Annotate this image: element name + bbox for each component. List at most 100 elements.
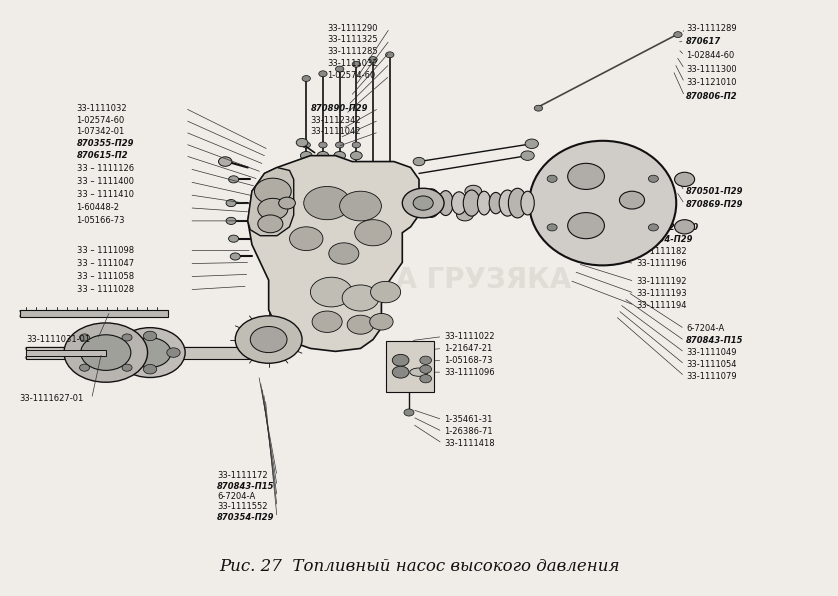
Text: 870843-П15: 870843-П15 <box>686 336 744 345</box>
Circle shape <box>290 227 323 250</box>
Text: 33-1111172: 33-1111172 <box>217 471 267 480</box>
Polygon shape <box>248 156 419 352</box>
Ellipse shape <box>422 189 441 218</box>
Text: 33 – 1111410: 33 – 1111410 <box>76 190 133 199</box>
Circle shape <box>258 198 288 220</box>
Circle shape <box>279 197 295 209</box>
Circle shape <box>226 218 236 225</box>
Circle shape <box>674 32 682 38</box>
Ellipse shape <box>489 193 503 214</box>
Text: 6-7204-А: 6-7204-А <box>217 492 255 501</box>
Text: 33 – 1111047: 33 – 1111047 <box>76 259 134 268</box>
Circle shape <box>567 213 604 238</box>
Bar <box>385 342 434 392</box>
Circle shape <box>143 364 157 374</box>
Circle shape <box>413 157 425 166</box>
Text: 1-07342-01: 1-07342-01 <box>76 128 125 136</box>
Circle shape <box>342 285 379 311</box>
Circle shape <box>352 142 360 148</box>
Text: 33-1111054: 33-1111054 <box>686 360 737 369</box>
Text: 33-1111193: 33-1111193 <box>636 288 687 298</box>
Text: 6-7204-А: 6-7204-А <box>686 324 725 333</box>
Circle shape <box>369 57 377 63</box>
Circle shape <box>392 366 409 378</box>
Circle shape <box>300 151 312 160</box>
Text: 1-60448-2: 1-60448-2 <box>76 203 120 212</box>
Circle shape <box>120 348 133 358</box>
Circle shape <box>385 52 394 58</box>
Text: 33 – 1111400: 33 – 1111400 <box>76 177 133 186</box>
Text: 870615-П2: 870615-П2 <box>76 151 128 160</box>
Circle shape <box>370 313 393 330</box>
Text: 33-1111079: 33-1111079 <box>686 372 737 381</box>
Bar <box>27 350 106 356</box>
Text: 33-1111096: 33-1111096 <box>444 368 494 377</box>
Circle shape <box>229 176 239 183</box>
Text: 870354-П29: 870354-П29 <box>217 513 274 522</box>
Text: 33-1111285: 33-1111285 <box>327 47 378 56</box>
Circle shape <box>302 142 310 148</box>
Circle shape <box>370 281 401 303</box>
Circle shape <box>392 355 409 366</box>
Circle shape <box>547 224 557 231</box>
Text: 33-1111325: 33-1111325 <box>327 35 378 45</box>
Text: Рис. 27  Топливный насос высокого давления: Рис. 27 Топливный насос высокого давлени… <box>219 558 619 575</box>
Circle shape <box>296 138 308 147</box>
Circle shape <box>122 364 132 371</box>
Ellipse shape <box>521 191 535 215</box>
Text: 33-1111032: 33-1111032 <box>76 104 127 113</box>
Text: 33 – 1111098: 33 – 1111098 <box>76 246 134 255</box>
Circle shape <box>339 191 381 221</box>
Circle shape <box>167 348 180 358</box>
Text: 33 – 1111126: 33 – 1111126 <box>76 164 134 173</box>
Text: 33-1111042: 33-1111042 <box>310 128 361 136</box>
Text: 870806-П2: 870806-П2 <box>686 92 738 101</box>
Circle shape <box>318 71 327 77</box>
Text: 1-02574-60: 1-02574-60 <box>327 71 375 80</box>
Circle shape <box>335 142 344 148</box>
Circle shape <box>226 200 236 207</box>
Circle shape <box>115 328 185 377</box>
Circle shape <box>334 151 345 160</box>
Text: 1-35461-31: 1-35461-31 <box>444 415 493 424</box>
Text: 33-1121010: 33-1121010 <box>686 78 737 87</box>
Ellipse shape <box>530 141 676 265</box>
Circle shape <box>675 220 695 234</box>
Text: 33-1111196: 33-1111196 <box>636 259 687 268</box>
Circle shape <box>328 243 359 264</box>
Text: 33-1111552: 33-1111552 <box>217 502 267 511</box>
Text: 33-1111031-01: 33-1111031-01 <box>27 335 91 344</box>
Text: 870617: 870617 <box>686 37 722 46</box>
Circle shape <box>465 185 482 197</box>
Circle shape <box>675 172 695 187</box>
Text: 1-02574-60: 1-02574-60 <box>76 116 125 125</box>
Polygon shape <box>248 167 293 235</box>
Circle shape <box>420 365 432 373</box>
Circle shape <box>347 315 374 334</box>
Ellipse shape <box>452 192 467 215</box>
Ellipse shape <box>598 170 623 235</box>
Circle shape <box>229 235 239 242</box>
Circle shape <box>251 327 287 353</box>
Circle shape <box>310 277 352 307</box>
Text: 33-1111194: 33-1111194 <box>636 300 686 309</box>
Circle shape <box>413 196 433 210</box>
Circle shape <box>404 409 414 416</box>
Ellipse shape <box>478 191 491 215</box>
Circle shape <box>547 175 557 182</box>
Circle shape <box>530 198 545 209</box>
Circle shape <box>525 139 539 148</box>
Circle shape <box>317 151 328 160</box>
Text: 33-1111289: 33-1111289 <box>686 24 737 33</box>
Text: 33-1111032: 33-1111032 <box>327 59 378 68</box>
Text: 1-21647-21: 1-21647-21 <box>444 344 492 353</box>
Text: 870354-П29: 870354-П29 <box>636 235 694 244</box>
Text: 33-1111627-01: 33-1111627-01 <box>20 395 84 403</box>
Text: ПЛАНЕТА ГРУЗЯКА: ПЛАНЕТА ГРУЗЯКА <box>266 266 572 294</box>
Circle shape <box>255 178 292 204</box>
Text: 33 – 1111058: 33 – 1111058 <box>76 272 134 281</box>
Circle shape <box>523 193 552 214</box>
Circle shape <box>457 209 473 221</box>
Circle shape <box>350 151 362 160</box>
Ellipse shape <box>509 188 527 218</box>
